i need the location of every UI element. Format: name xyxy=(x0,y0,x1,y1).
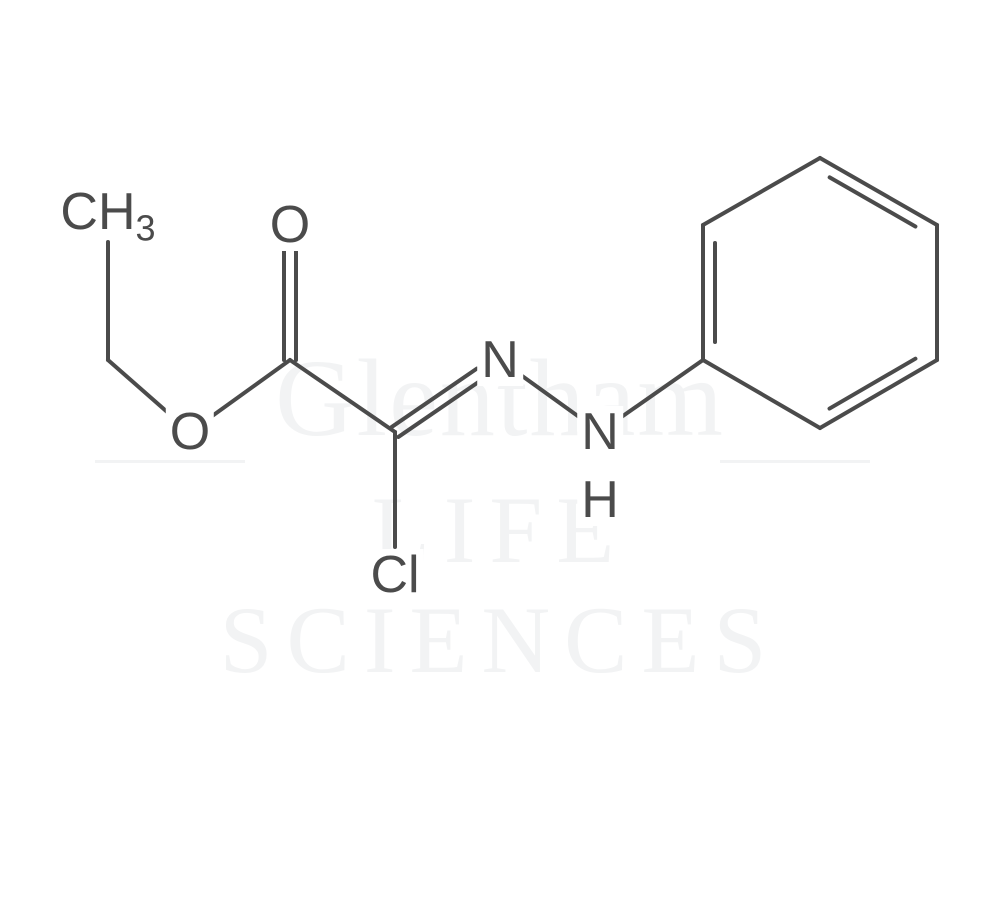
atom-Cl: Cl xyxy=(366,549,423,601)
molecule-svg xyxy=(0,0,1000,900)
atom-N2: N xyxy=(577,406,623,458)
atom-O2: O xyxy=(266,199,314,251)
atom-CH3: CH3 xyxy=(56,186,159,238)
atom-N2H: H xyxy=(577,474,623,526)
molecule-canvas: Glentham LIFE SCIENCES CH3OOClNNH xyxy=(0,0,1000,900)
atom-N1: N xyxy=(477,334,523,386)
atom-O1: O xyxy=(166,406,214,458)
